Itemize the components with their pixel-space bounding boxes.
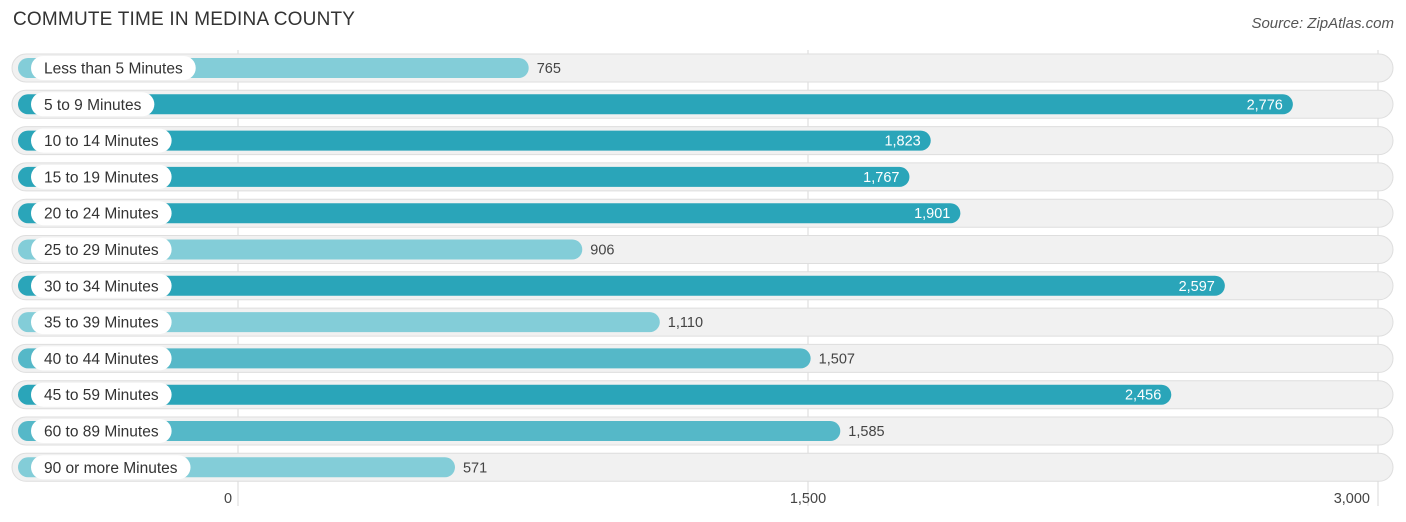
bar: [18, 312, 660, 333]
bar-row: 35 to 39 Minutes 1,110: [11, 307, 1394, 337]
category-pill: [31, 382, 172, 407]
bar-rows: Less than 5 Minutes 765 5 to 9 Minutes 2,77…: [11, 53, 1394, 482]
x-tick-label: 0: [224, 491, 232, 507]
category-pill: [31, 92, 155, 117]
bar-row: 10 to 14 Minutes 1,823: [11, 126, 1394, 156]
bar-row: 90 or more Minutes 571: [11, 452, 1394, 482]
bar: [18, 348, 811, 369]
category-pill: [31, 419, 172, 443]
category-pill: [31, 310, 172, 335]
value-label: 765: [537, 61, 561, 77]
category-label: 35 to 39 Minutes: [44, 315, 159, 332]
bar-row: 25 to 29 Minutes 906: [11, 235, 1394, 264]
category-pill: [31, 455, 191, 480]
bar: [18, 203, 961, 224]
bar: [18, 166, 910, 187]
category-label: 25 to 29 Minutes: [44, 242, 159, 259]
value-label: 2,776: [1247, 97, 1283, 113]
category-pill: [31, 201, 172, 226]
bar-row: 5 to 9 Minutes 2,776: [11, 89, 1394, 119]
x-tick-label: 1,500: [790, 491, 826, 507]
category-label: 15 to 19 Minutes: [44, 169, 159, 186]
category-pill: [31, 128, 172, 153]
bar-row: 40 to 44 Minutes 1,507: [11, 343, 1394, 373]
value-label: 571: [463, 460, 487, 476]
value-label: 906: [590, 243, 614, 259]
bar-row: 45 to 59 Minutes 2,456: [11, 380, 1394, 410]
value-label: 1,823: [884, 134, 920, 150]
x-axis: 0 1,500 3,000: [224, 491, 1370, 507]
value-label: 1,585: [848, 424, 884, 440]
category-label: 45 to 59 Minutes: [44, 387, 159, 404]
bar: [18, 275, 1225, 296]
bar: [18, 384, 1172, 405]
category-pill: [31, 164, 172, 189]
category-label: 60 to 89 Minutes: [44, 424, 159, 441]
category-label: 90 or more Minutes: [44, 460, 178, 477]
category-label: Less than 5 Minutes: [44, 61, 183, 78]
category-pill: [31, 273, 172, 298]
value-label: 1,507: [819, 351, 855, 367]
value-label: 1,767: [863, 170, 899, 186]
category-label: 40 to 44 Minutes: [44, 351, 159, 368]
category-label: 5 to 9 Minutes: [44, 97, 142, 114]
category-label: 30 to 34 Minutes: [44, 278, 159, 295]
bar-row: 30 to 34 Minutes 2,597: [11, 271, 1394, 301]
chart-source: Source: ZipAtlas.com: [1251, 15, 1394, 32]
category-label: 20 to 24 Minutes: [44, 206, 159, 223]
category-pill: [31, 346, 172, 371]
bar: [18, 130, 931, 151]
bar-row: 60 to 89 Minutes 1,585: [11, 416, 1394, 446]
category-pill: [31, 56, 196, 80]
value-label: 1,901: [914, 206, 950, 222]
bar: [18, 94, 1293, 115]
category-label: 10 to 14 Minutes: [44, 133, 159, 150]
value-label: 1,110: [668, 315, 703, 331]
chart-title: COMMUTE TIME IN MEDINA COUNTY: [13, 9, 356, 30]
x-tick-label: 3,000: [1334, 491, 1370, 507]
bar-row: Less than 5 Minutes 765: [11, 53, 1394, 83]
bar: [18, 421, 841, 441]
category-pill: [31, 237, 172, 262]
value-label: 2,456: [1125, 388, 1161, 404]
bar-row: 20 to 24 Minutes 1,901: [11, 198, 1394, 228]
value-label: 2,597: [1179, 279, 1215, 295]
bar-row: 15 to 19 Minutes 1,767: [11, 162, 1394, 192]
